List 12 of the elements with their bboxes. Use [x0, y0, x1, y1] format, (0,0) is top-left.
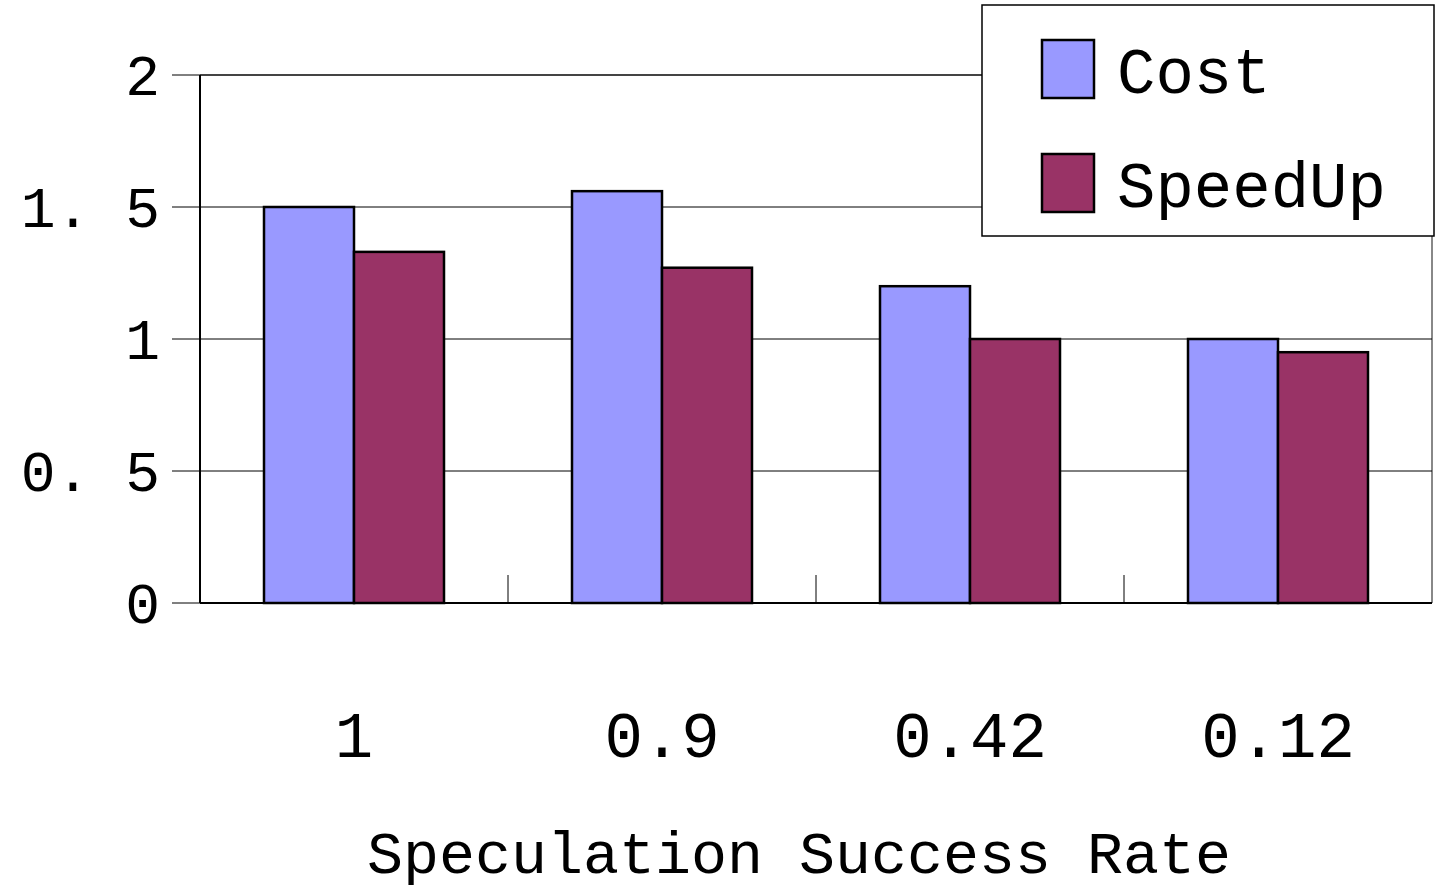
- x-tick-label: 0.9: [604, 704, 720, 777]
- legend-label: SpeedUp: [1117, 154, 1386, 227]
- x-tick-label: 1: [334, 704, 374, 777]
- legend-label: Cost: [1117, 40, 1271, 113]
- y-tick-label: 1: [125, 311, 160, 377]
- y-tick-label: 2: [125, 47, 160, 113]
- x-tick-label: 0.12: [1201, 704, 1355, 777]
- x-tick-label: 0.42: [893, 704, 1047, 777]
- y-tick-label: 0. 5: [20, 443, 160, 509]
- y-tick-label: 1. 5: [20, 179, 160, 245]
- y-tick-label: 0: [125, 575, 160, 641]
- x-axis-title: Speculation Success Rate: [366, 823, 1232, 890]
